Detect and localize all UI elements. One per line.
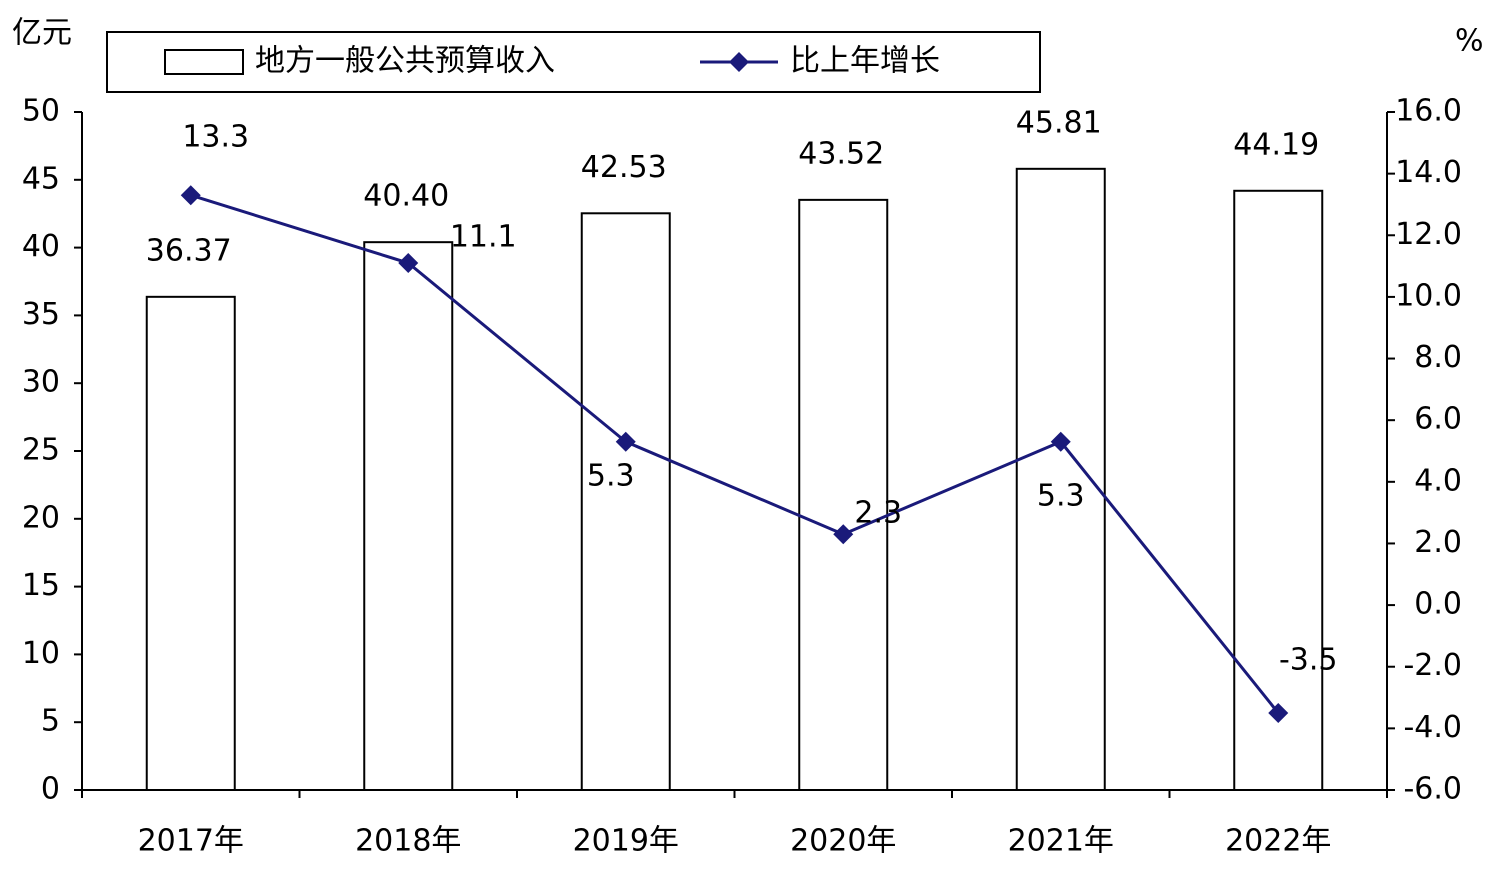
line [190,193,1280,714]
x-tick-label: 2018年 [355,824,461,859]
legend-label: 地方一般公共预算收入 [255,44,555,79]
line-marker [1268,702,1289,723]
legend-swatch [164,49,244,75]
y-tick-label: 35 [22,297,60,332]
y-tick-label: 30 [22,365,60,400]
x-tick-label: 2021年 [1008,824,1114,859]
line-value-label: 5.3 [1037,478,1085,513]
y-tick-label: 10 [22,636,60,671]
bar [1015,167,1106,791]
y-tick-label: 25 [22,433,60,468]
line-value-label: 13.3 [182,120,249,155]
x-tick-label: 2022年 [1225,824,1331,859]
line-value-label: 2.3 [854,496,902,531]
bar-value-label: 44.19 [1233,127,1319,162]
line-marker [398,253,419,274]
y2-tick-label: 16.0 [1395,94,1462,129]
line-marker [1050,431,1071,452]
bar-value-label: 43.52 [798,136,884,171]
y-tick-label: 15 [22,568,60,603]
legend-marker [729,52,749,72]
line-marker [615,431,636,452]
bar [145,295,236,791]
y2-tick-label: -4.0 [1403,710,1462,745]
y2-tick-label: 12.0 [1395,217,1462,252]
bar-value-label: 36.37 [146,233,232,268]
y2-tick-label: 6.0 [1414,402,1462,437]
y2-tick-label: -2.0 [1403,648,1462,683]
y2-tick-label: 14.0 [1395,155,1462,190]
y-tick-label: 45 [22,161,60,196]
line-value-label: 5.3 [587,458,635,493]
legend-label: 比上年增长 [790,44,940,79]
y2-tick-label: 0.0 [1414,587,1462,622]
y-axis-label: 亿元 [12,16,72,51]
line-value-label: 11.1 [450,220,517,255]
line-marker [833,524,854,545]
bar [363,241,454,791]
x-tick-label: 2020年 [790,824,896,859]
legend-box [106,31,1041,93]
bar-value-label: 40.40 [363,179,449,214]
line-value-label: -3.5 [1279,642,1338,677]
line-marker [180,185,201,206]
y2-tick-label: 2.0 [1414,525,1462,560]
y2-tick-label: -6.0 [1403,772,1462,807]
bar [798,198,889,792]
bar [1233,189,1324,791]
bar-value-label: 42.53 [581,150,667,185]
x-tick-label: 2019年 [573,824,679,859]
bar [580,212,671,791]
y-tick-label: 5 [41,704,60,739]
y2-tick-label: 4.0 [1414,463,1462,498]
y-tick-label: 50 [22,94,60,129]
x-tick-label: 2017年 [138,824,244,859]
bar-value-label: 45.81 [1016,105,1102,140]
y2-axis-label: % [1455,24,1484,59]
y-tick-label: 40 [22,229,60,264]
y2-tick-label: 8.0 [1414,340,1462,375]
y-tick-label: 20 [22,500,60,535]
y2-tick-label: 10.0 [1395,278,1462,313]
y-tick-label: 0 [41,772,60,807]
